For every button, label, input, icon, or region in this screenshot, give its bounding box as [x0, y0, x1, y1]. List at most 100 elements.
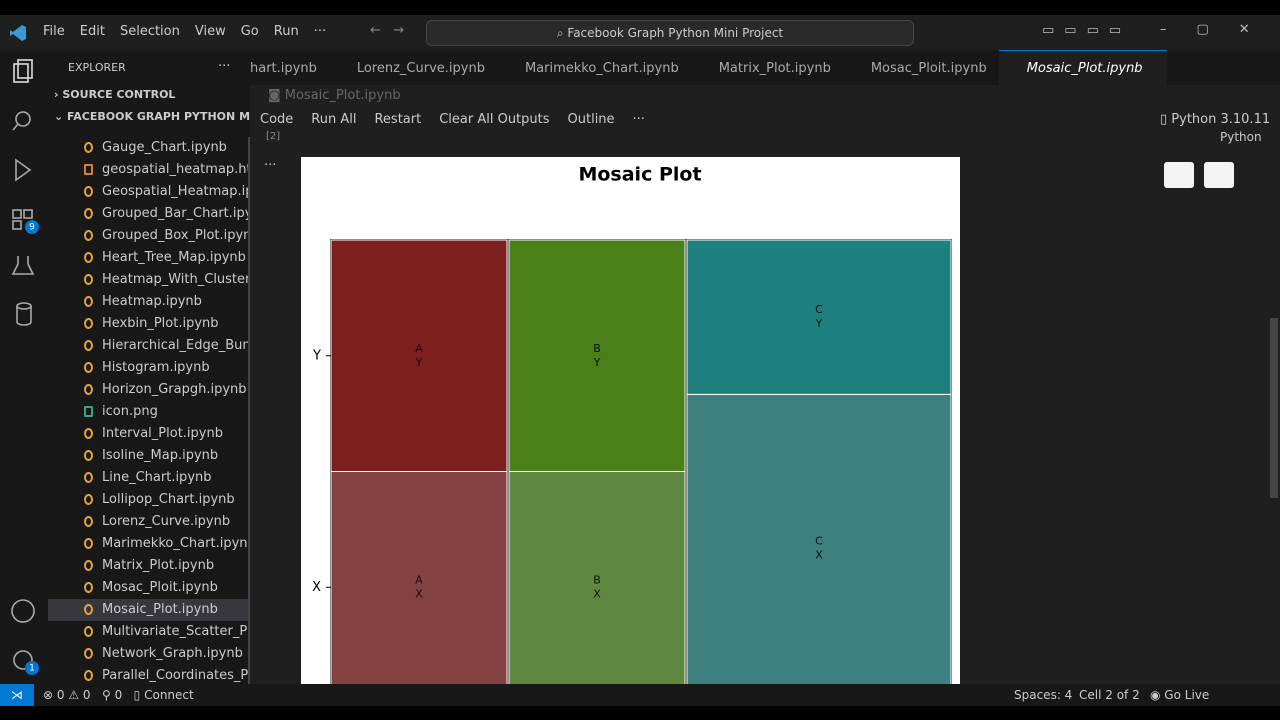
file-item[interactable]: geospatial_heatmap.html — [48, 159, 250, 181]
file-item[interactable]: Parallel_Coordinates_Pl... — [48, 665, 250, 684]
file-item[interactable]: Lorenz_Curve.ipynb — [48, 511, 250, 533]
mosaic-tile — [686, 239, 952, 395]
tile-label: Y — [593, 356, 601, 369]
command-center[interactable]: ⌕ Facebook Graph Python Mini Project — [426, 20, 914, 46]
remote-button[interactable]: ⋊ — [0, 684, 34, 706]
file-icon — [84, 406, 93, 417]
cell-index: [2] — [266, 131, 281, 142]
menu-item[interactable]: Run — [273, 24, 299, 39]
file-icon — [84, 230, 93, 241]
file-item[interactable]: Heatmap_With_Clusteri... — [48, 269, 250, 291]
file-item[interactable]: Grouped_Bar_Chart.ipy... — [48, 203, 250, 225]
layout-controls: ▭▭▭▭ — [1042, 23, 1132, 38]
editor: hart.ipynb Lorenz_Curve.ipynb Marimekko_Ch… — [250, 50, 1280, 684]
file-item[interactable]: Lollipop_Chart.ipynb — [48, 489, 250, 511]
file-name: Interval_Plot.ipynb — [102, 426, 223, 441]
file-name: Lollipop_Chart.ipynb — [102, 492, 235, 507]
file-icon — [84, 604, 93, 615]
file-name: geospatial_heatmap.html — [102, 162, 250, 177]
file-name: Multivariate_Scatter_Pl... — [102, 624, 250, 639]
tab[interactable]: Mosac_Ploit.ipynb — [843, 51, 999, 85]
file-name: Geospatial_Heatmap.ip... — [102, 184, 250, 199]
file-name: Heatmap_With_Clusteri... — [102, 272, 250, 287]
scrollbar — [1270, 318, 1278, 498]
file-item[interactable]: Hierarchical_Edge_Bun... — [48, 335, 250, 357]
app-icon — [10, 25, 26, 41]
file-item[interactable]: Grouped_Box_Plot.ipynb — [48, 225, 250, 247]
section-header[interactable]: › SOURCE CONTROL — [54, 88, 176, 101]
menu-item[interactable]: ··· — [313, 24, 327, 39]
toolbar-item[interactable]: Code — [260, 112, 294, 127]
cell-position[interactable]: Cell 2 of 2 — [1079, 688, 1140, 702]
menu-item[interactable]: Edit — [79, 24, 105, 39]
file-name: Lorenz_Curve.ipynb — [102, 514, 231, 529]
file-item[interactable]: Multivariate_Scatter_Pl... — [48, 621, 250, 643]
file-icon — [84, 428, 93, 439]
copy-button[interactable] — [1164, 162, 1194, 188]
file-item[interactable]: Heatmap.ipynb — [48, 291, 250, 313]
sidebar-more[interactable]: ··· — [218, 59, 231, 74]
file-item[interactable]: Horizon_Grapgh.ipynb — [48, 379, 250, 401]
file-name: Grouped_Bar_Chart.ipy... — [102, 206, 250, 221]
toolbar-item[interactable]: Restart — [374, 112, 422, 127]
file-item[interactable]: Gauge_Chart.ipynb — [48, 137, 250, 159]
menu-item[interactable]: View — [194, 24, 226, 39]
kernel-picker[interactable]: ▯ Python 3.10.11 — [1160, 112, 1271, 127]
tab[interactable]: Marimekko_Chart.ipynb — [497, 51, 691, 85]
file-item[interactable]: Mosac_Ploit.ipynb — [48, 577, 250, 599]
tab[interactable]: Lorenz_Curve.ipynb — [329, 51, 497, 85]
file-icon — [84, 164, 93, 175]
toolbar-item[interactable]: Run All — [311, 112, 357, 127]
y-tick-label: Y — [312, 348, 321, 363]
file-item[interactable]: Matrix_Plot.ipynb — [48, 555, 250, 577]
section-header[interactable]: ⌄ FACEBOOK GRAPH PYTHON MI... — [54, 110, 250, 123]
file-name: Network_Graph.ipynb — [102, 646, 243, 661]
menu-item[interactable]: File — [43, 24, 65, 39]
file-item[interactable]: icon.png — [48, 401, 250, 423]
file-item[interactable]: Network_Graph.ipynb — [48, 643, 250, 665]
spaces[interactable]: Spaces: 4 — [1014, 688, 1073, 702]
cell-more[interactable]: ··· — [264, 158, 277, 173]
file-name: Gauge_Chart.ipynb — [102, 140, 227, 155]
tab-label: hart.ipynb — [250, 61, 317, 76]
tile-label: A — [415, 342, 423, 355]
toolbar-item[interactable]: ··· — [632, 112, 645, 127]
tab[interactable]: Matrix_Plot.ipynb — [691, 51, 843, 85]
sidebar-header: EXPLORER — [68, 61, 126, 74]
window-controls: –▢✕ — [1160, 22, 1280, 37]
kernel: Python 3.10.11 — [1171, 112, 1271, 127]
file-icon — [84, 208, 93, 219]
file-name: Hexbin_Plot.ipynb — [102, 316, 219, 331]
mosaic-tile — [508, 239, 686, 472]
file-icon — [84, 340, 93, 351]
problems[interactable]: ⊗ 0 ⚠ 0 ⚲ 0 ▯ Connect — [43, 688, 194, 702]
file-item[interactable]: Histogram.ipynb — [48, 357, 250, 379]
status-bar: ⋊ ⊗ 0 ⚠ 0 ⚲ 0 ▯ Connect Spaces: 4 Cell 2… — [0, 684, 1280, 706]
file-name: Parallel_Coordinates_Pl... — [102, 668, 250, 683]
file-item[interactable]: Isoline_Map.ipynb — [48, 445, 250, 467]
file-item[interactable]: Geospatial_Heatmap.ip... — [48, 181, 250, 203]
file-item[interactable]: Mosaic_Plot.ipynb — [48, 599, 250, 621]
go-live[interactable]: ◉ Go Live — [1150, 688, 1210, 702]
file-item[interactable]: Marimekko_Chart.ipynb — [48, 533, 250, 555]
menu-item[interactable]: Go — [240, 24, 259, 39]
file-item[interactable]: Heart_Tree_Map.ipynb — [48, 247, 250, 269]
file-item[interactable]: Line_Chart.ipynb — [48, 467, 250, 489]
file-name: Horizon_Grapgh.ipynb — [102, 382, 247, 397]
tile-label: C — [815, 535, 823, 548]
file-icon — [84, 384, 93, 395]
tab[interactable]: hart.ipynb — [250, 51, 329, 85]
file-item[interactable]: Interval_Plot.ipynb — [48, 423, 250, 445]
mosaic-tile — [508, 471, 686, 684]
file-name: Mosac_Ploit.ipynb — [102, 580, 218, 595]
menu-item[interactable]: Selection — [119, 24, 180, 39]
save-button[interactable] — [1204, 162, 1234, 188]
tab[interactable]: Mosaic_Plot.ipynb — [998, 50, 1167, 85]
file-name: Marimekko_Chart.ipynb — [102, 536, 250, 551]
tab-label: Lorenz_Curve.ipynb — [356, 61, 485, 76]
tab-label: Mosaic_Plot.ipynb — [1026, 61, 1143, 76]
toolbar-item[interactable]: Clear All Outputs — [439, 112, 550, 127]
toolbar-item[interactable]: Outline — [567, 112, 615, 127]
file-item[interactable]: Hexbin_Plot.ipynb — [48, 313, 250, 335]
